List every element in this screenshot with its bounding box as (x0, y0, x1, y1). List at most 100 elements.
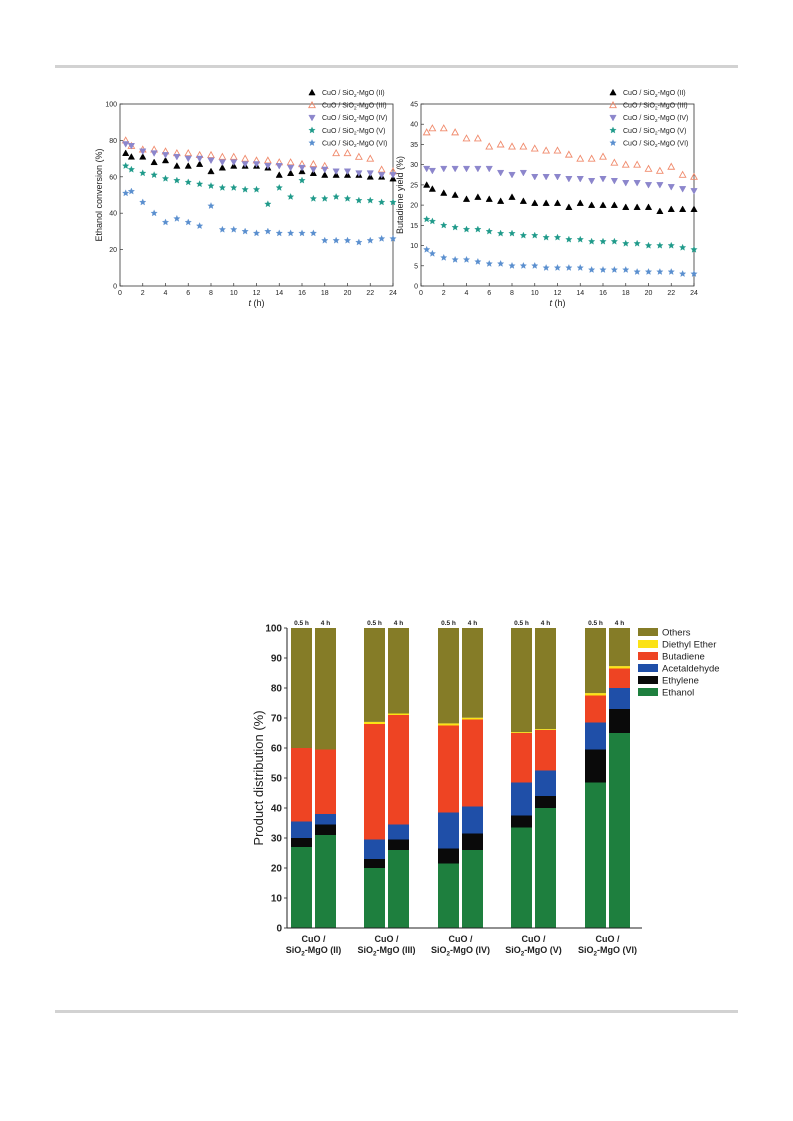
data-point (366, 236, 374, 244)
data-point (667, 268, 675, 275)
data-point (440, 253, 448, 261)
data-point (633, 268, 641, 275)
data-point (264, 227, 272, 235)
data-point (287, 164, 295, 172)
data-point (451, 128, 460, 136)
legend-marker (308, 126, 316, 134)
data-point (264, 163, 272, 170)
bar-segment (291, 821, 312, 838)
data-point (667, 205, 675, 212)
bar-segment (364, 721, 385, 724)
data-point (440, 165, 448, 173)
bar-segment (438, 848, 459, 864)
bar-segment (438, 812, 459, 849)
data-point (576, 235, 584, 243)
data-point (184, 218, 192, 226)
data-point (332, 236, 340, 244)
bar-segment (315, 749, 336, 814)
data-point (508, 142, 516, 150)
y-tick-label: 20 (109, 247, 117, 254)
x-tick-label: 20 (344, 290, 352, 297)
legend-label: CuO / SiO2-MgO (VI) (623, 140, 688, 149)
data-point (366, 154, 375, 162)
data-point (428, 249, 436, 257)
data-point (599, 176, 607, 183)
data-point (196, 180, 204, 188)
bar-segment (364, 724, 385, 840)
bar-segment (535, 730, 556, 771)
legend-marker (308, 88, 316, 96)
data-point (497, 260, 505, 267)
bar-segment (535, 729, 556, 730)
y-tick-label: 5 (414, 263, 418, 270)
bar-segment (535, 796, 556, 808)
data-point (519, 231, 527, 239)
legend-label: Ethanol (662, 688, 694, 699)
data-point (241, 227, 249, 235)
data-point (184, 149, 193, 157)
data-point (161, 156, 170, 164)
legend-label: Acetaldehyde (662, 664, 720, 675)
data-point (599, 152, 607, 160)
data-point (496, 140, 505, 148)
data-point (656, 182, 664, 189)
data-point (622, 266, 630, 273)
data-point (321, 166, 329, 174)
group-label-line2: SiO2-MgO (II) (286, 945, 342, 957)
data-point (462, 225, 471, 233)
data-point (139, 153, 147, 160)
data-point (565, 235, 573, 243)
data-point (542, 233, 550, 241)
data-point (576, 154, 585, 162)
data-point (207, 202, 215, 209)
data-point (122, 141, 130, 148)
data-point (309, 194, 317, 202)
legend-label: CuO / SiO2-MgO (II) (623, 90, 686, 99)
data-point (139, 198, 147, 206)
bar-segment (364, 868, 385, 928)
data-point (355, 170, 363, 177)
bar-segment (511, 628, 532, 733)
data-point (122, 162, 130, 169)
bar-segment (438, 628, 459, 724)
data-point (122, 189, 130, 197)
data-point (679, 186, 687, 193)
legend-marker (308, 139, 316, 146)
data-point (553, 146, 562, 154)
bar-segment (511, 782, 532, 816)
x-tick-label: 22 (366, 290, 374, 297)
data-point (389, 198, 397, 206)
data-point (298, 176, 306, 184)
data-point (139, 169, 147, 177)
data-point (230, 159, 238, 166)
data-point (423, 165, 431, 173)
data-point (690, 270, 698, 277)
bar-segment (315, 814, 336, 825)
group-label-line2: SiO2-MgO (IV) (431, 945, 490, 957)
data-point (230, 225, 238, 233)
data-point (439, 124, 448, 132)
data-point (184, 162, 192, 169)
data-point (451, 255, 459, 263)
bar-segment (535, 808, 556, 928)
y-axis-label: Ethanol conversion (%) (94, 148, 104, 241)
y-tick-label: 70 (271, 714, 283, 725)
group-label-line1: CuO / (596, 934, 620, 944)
group-label-line1: CuO / (522, 934, 546, 944)
x-tick-label: 4 (465, 290, 469, 297)
legend-swatch (638, 688, 658, 696)
bottom-rule (55, 1010, 738, 1013)
y-tick-label: 0 (414, 284, 418, 291)
bar-segment (291, 628, 312, 748)
data-point (298, 229, 306, 237)
data-point (622, 180, 630, 187)
x-tick-label: 2 (442, 290, 446, 297)
x-tick-label: 10 (531, 290, 539, 297)
time-label: 4 h (541, 620, 550, 627)
data-point (343, 168, 352, 176)
data-point (474, 165, 482, 173)
x-tick-label: 14 (576, 290, 584, 297)
bar-segment (462, 717, 483, 720)
